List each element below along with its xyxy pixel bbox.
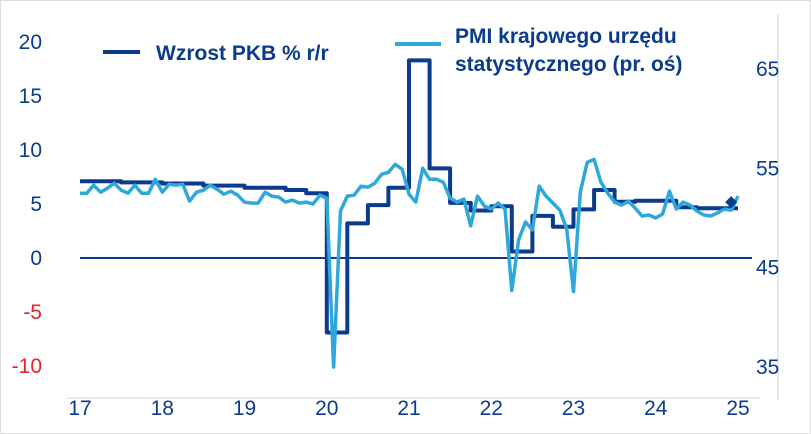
x-tick-label: 21 xyxy=(397,397,420,420)
series-layer xyxy=(80,58,740,369)
left-tick-label: 15 xyxy=(19,85,42,108)
legend-label-gdp: Wzrost PKB % r/r xyxy=(156,42,329,65)
left-tick-label: -5 xyxy=(23,301,42,324)
left-tick-label: 20 xyxy=(19,31,42,54)
left-tick-label: 5 xyxy=(30,193,42,216)
x-tick-label: 17 xyxy=(68,397,91,420)
right-tick-label: 45 xyxy=(756,257,779,280)
x-tick-label: 25 xyxy=(726,397,749,420)
x-tick-label: 20 xyxy=(315,397,338,420)
x-axis-ticks: 17 18 19 20 21 22 23 24 25 xyxy=(68,397,749,420)
right-tick-label: 35 xyxy=(756,356,779,379)
x-tick-label: 18 xyxy=(151,397,174,420)
right-tick-label: 65 xyxy=(756,58,779,81)
series-line-pmi xyxy=(80,157,740,369)
last-point-diamond-marker xyxy=(725,196,738,209)
x-tick-label: 22 xyxy=(480,397,503,420)
left-tick-label: -10 xyxy=(12,355,42,378)
x-tick-label: 24 xyxy=(644,397,668,420)
right-tick-label: 55 xyxy=(756,157,779,180)
legend-label-pmi: PMI krajowego urzędu statystycznego (pr.… xyxy=(455,25,683,76)
legend-label-pmi-line2: statystycznego (pr. oś) xyxy=(455,53,683,76)
left-y-axis-ticks: 20 15 10 5 0 -5 -10 xyxy=(12,31,42,378)
left-tick-label: 0 xyxy=(30,247,42,270)
x-tick-label: 19 xyxy=(233,397,256,420)
legend: Wzrost PKB % r/r PMI krajowego urzędu st… xyxy=(103,25,683,76)
x-tick-label: 23 xyxy=(562,397,585,420)
left-tick-label: 10 xyxy=(19,139,42,162)
legend-label-pmi-line1: PMI krajowego urzędu xyxy=(455,25,677,48)
right-y-axis-ticks: 65 55 45 35 xyxy=(756,58,779,379)
